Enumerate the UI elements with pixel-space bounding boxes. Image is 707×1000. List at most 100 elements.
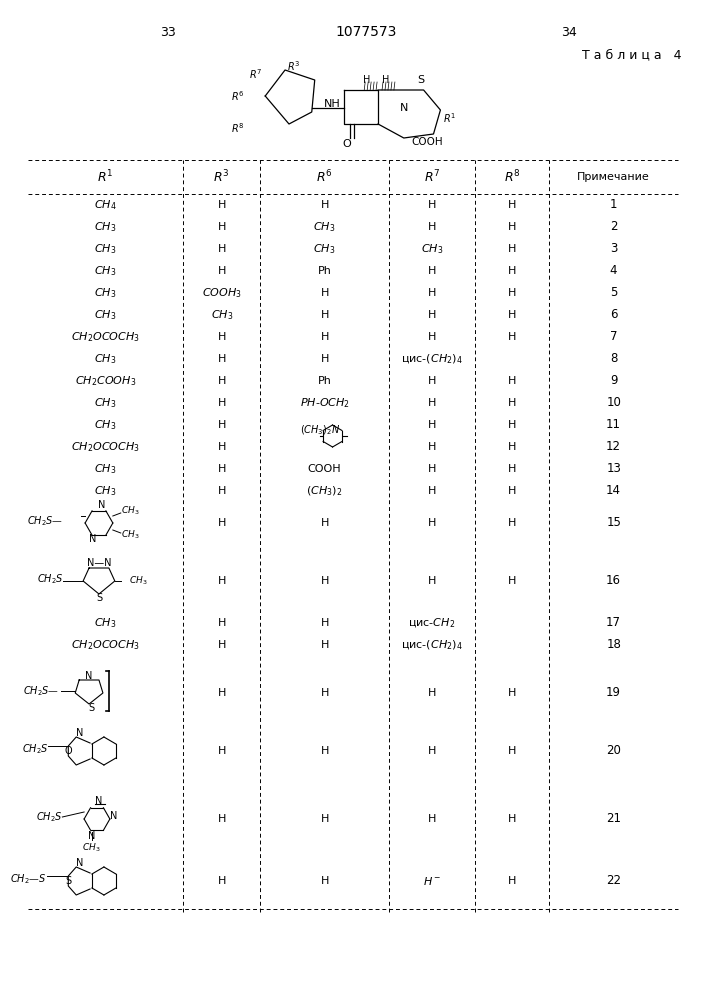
Text: H: H (428, 266, 436, 276)
Text: N: N (399, 103, 408, 113)
Text: H: H (218, 222, 226, 232)
Text: H: H (508, 376, 516, 386)
Text: H: H (508, 222, 516, 232)
Text: H: H (508, 814, 516, 824)
Text: H: H (218, 354, 226, 364)
Text: 22: 22 (606, 874, 621, 888)
Text: 5: 5 (610, 286, 617, 300)
Text: 1077573: 1077573 (336, 25, 397, 39)
Text: NH: NH (325, 99, 341, 109)
Text: Ph: Ph (317, 266, 332, 276)
Text: H: H (428, 518, 436, 528)
Text: $CH_3$: $CH_3$ (94, 286, 117, 300)
Text: $CH_3$: $CH_3$ (129, 575, 147, 587)
Text: H: H (218, 376, 226, 386)
Text: H: H (218, 688, 226, 698)
Text: 16: 16 (606, 574, 621, 587)
Text: $R^7$: $R^7$ (423, 169, 440, 185)
Text: $R^8$: $R^8$ (230, 121, 244, 135)
Text: 9: 9 (610, 374, 617, 387)
Text: H: H (320, 688, 329, 698)
Text: $CH_2S$: $CH_2S$ (22, 742, 49, 756)
Text: 17: 17 (606, 616, 621, 630)
Text: $CH_4$: $CH_4$ (94, 198, 117, 212)
Text: $CH_2OCOCH_3$: $CH_2OCOCH_3$ (71, 330, 140, 344)
Text: H: H (218, 244, 226, 254)
Text: $CH_2$—$S$: $CH_2$—$S$ (10, 872, 47, 886)
Text: $R^1$: $R^1$ (98, 169, 114, 185)
Text: 34: 34 (561, 25, 577, 38)
Text: N: N (110, 811, 117, 821)
Text: H: H (508, 310, 516, 320)
Text: N: N (98, 500, 105, 510)
Text: H: H (218, 518, 226, 528)
Text: N—N: N—N (87, 558, 111, 568)
Text: $CH_3$: $CH_3$ (82, 842, 100, 854)
Text: H: H (320, 310, 329, 320)
Text: $CH_3$: $CH_3$ (94, 264, 117, 278)
Text: H: H (428, 288, 436, 298)
Text: $CH_2COOH_3$: $CH_2COOH_3$ (75, 374, 136, 388)
Text: H: H (508, 464, 516, 474)
Text: 13: 13 (606, 462, 621, 476)
Text: H: H (508, 200, 516, 210)
Text: H: H (218, 420, 226, 430)
Text: H: H (218, 876, 226, 886)
Text: $CH_2OCOCH_3$: $CH_2OCOCH_3$ (71, 440, 140, 454)
Text: H: H (320, 618, 329, 628)
Text: $CH_3$: $CH_3$ (122, 505, 140, 517)
Text: 11: 11 (606, 418, 621, 432)
Text: $CH_2OCOCH_3$: $CH_2OCOCH_3$ (71, 638, 140, 652)
Text: 18: 18 (606, 639, 621, 652)
Text: 4: 4 (610, 264, 617, 277)
Text: O: O (342, 139, 351, 149)
Text: COOH: COOH (411, 137, 443, 147)
Text: H: H (428, 814, 436, 824)
Text: 8: 8 (610, 353, 617, 365)
Text: H: H (428, 420, 436, 430)
Text: H: H (428, 310, 436, 320)
Text: H: H (320, 332, 329, 342)
Text: $H^-$: $H^-$ (423, 875, 441, 887)
Text: H: H (218, 746, 226, 756)
Text: $CH_2S$—: $CH_2S$— (23, 684, 59, 698)
Text: 6: 6 (610, 308, 617, 322)
Text: H: H (218, 640, 226, 650)
Text: $CH_3$: $CH_3$ (421, 242, 443, 256)
Text: 7: 7 (610, 330, 617, 344)
Text: $CH_3$: $CH_3$ (94, 418, 117, 432)
Text: $R^3$: $R^3$ (214, 169, 230, 185)
Text: $CH_2S$—: $CH_2S$— (27, 514, 64, 528)
Text: H: H (218, 486, 226, 496)
Text: H: H (508, 442, 516, 452)
Text: $CH_3$: $CH_3$ (313, 242, 336, 256)
Text: $CH_3$: $CH_3$ (122, 529, 140, 541)
Text: H: H (320, 354, 329, 364)
Text: 20: 20 (606, 744, 621, 758)
Text: 21: 21 (606, 812, 621, 826)
Text: S: S (96, 593, 102, 603)
Text: H: H (218, 442, 226, 452)
Text: $CH_2S$: $CH_2S$ (35, 810, 62, 824)
Text: N: N (76, 858, 84, 868)
Text: H: H (218, 464, 226, 474)
Text: $CH_2S$: $CH_2S$ (37, 572, 64, 586)
Text: H: H (428, 200, 436, 210)
Text: H: H (428, 376, 436, 386)
Text: H: H (508, 266, 516, 276)
Text: Т а б л и ц а   4: Т а б л и ц а 4 (582, 48, 682, 62)
Text: $CH_3$: $CH_3$ (211, 308, 233, 322)
Text: $R^1$: $R^1$ (443, 111, 456, 125)
Text: H: H (320, 814, 329, 824)
Text: 14: 14 (606, 485, 621, 497)
Text: S: S (417, 75, 424, 85)
Text: H: H (218, 814, 226, 824)
Text: $CH_3$: $CH_3$ (94, 352, 117, 366)
Text: 3: 3 (610, 242, 617, 255)
Text: $COOH_3$: $COOH_3$ (201, 286, 242, 300)
Text: S: S (88, 703, 94, 713)
Text: $CH_3$: $CH_3$ (94, 616, 117, 630)
Text: 10: 10 (606, 396, 621, 410)
Text: H: H (320, 200, 329, 210)
Text: 15: 15 (606, 516, 621, 530)
